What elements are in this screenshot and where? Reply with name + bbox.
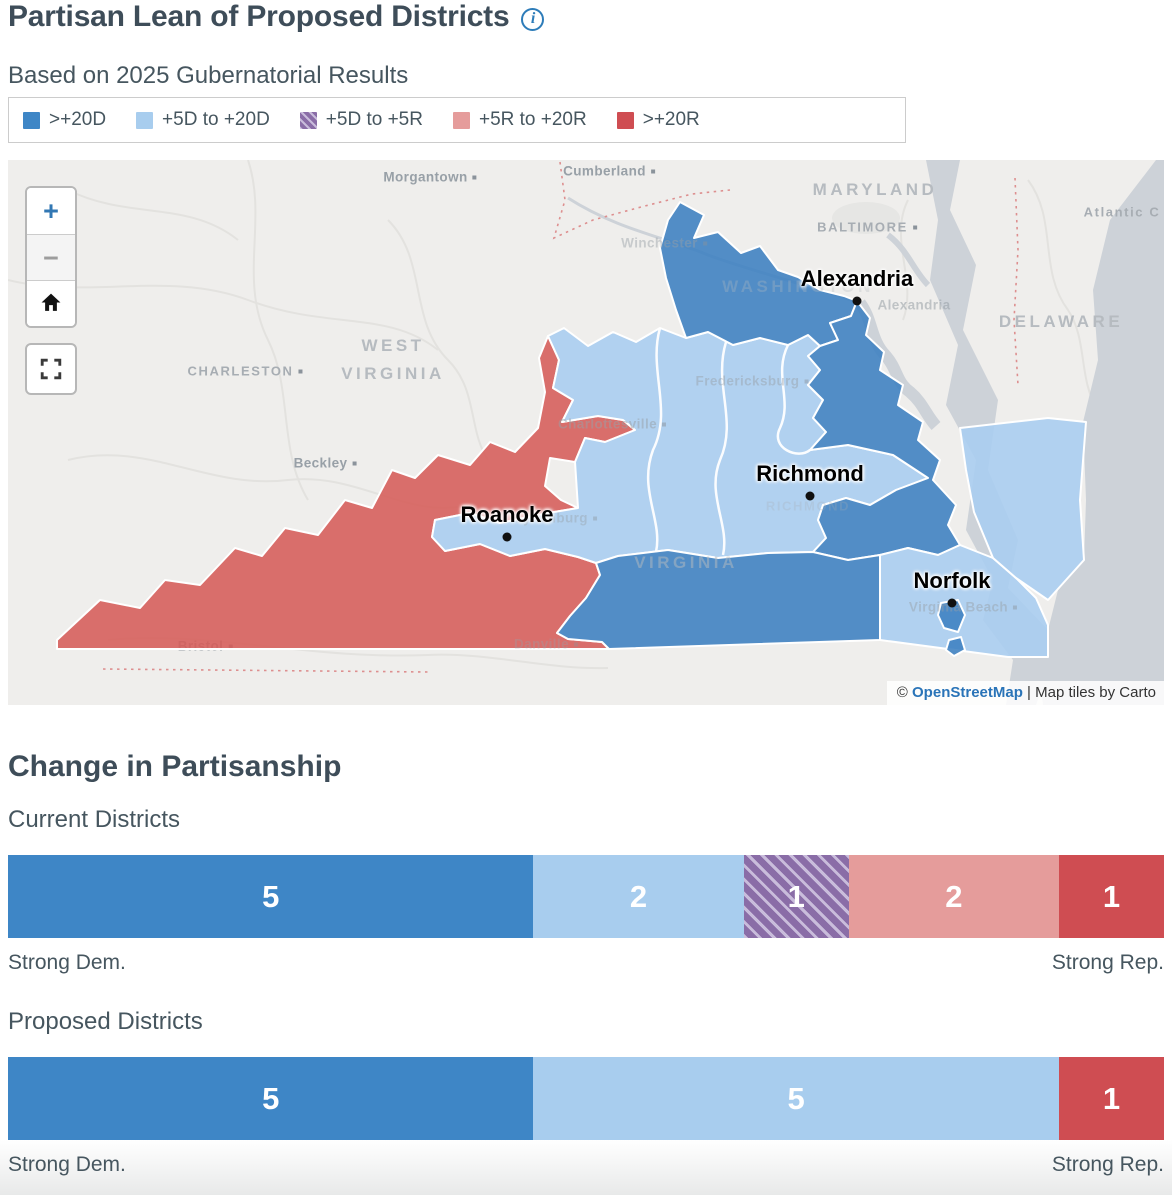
districts-layer — [56, 201, 1087, 658]
district-inner-borders — [646, 327, 811, 556]
water-atlantic — [1038, 160, 1164, 705]
zoom-control: + − — [25, 186, 77, 328]
home-icon — [41, 293, 61, 311]
bar-segment->+20R[interactable]: 1 — [1058, 1057, 1164, 1140]
page-subtitle: Based on 2025 Gubernatorial Results — [8, 62, 409, 89]
footer-gradient — [0, 1140, 1172, 1195]
district-shape-lean-dem-eastern-shore[interactable] — [959, 417, 1087, 601]
district-shape-strong-dem-norfolk-detail[interactable] — [937, 599, 966, 633]
page-title: Partisan Lean of Proposed Districts i — [8, 0, 545, 34]
chart-title: Current Districts — [8, 806, 181, 833]
fullscreen-icon — [40, 358, 62, 380]
bar-segment-+5R to +20R[interactable]: 2 — [848, 855, 1059, 938]
legend-swatch — [136, 111, 154, 129]
chart-title: Proposed Districts — [8, 1008, 203, 1035]
legend-item: +5R to +20R — [452, 109, 587, 131]
legend-swatch — [452, 111, 470, 129]
axis-label-strong-rep: Strong Rep. — [1051, 1153, 1164, 1176]
map[interactable]: Morgantown Cumberland MARYLAND BALTIMORE Atl… — [8, 160, 1164, 705]
legend-label: +5D to +5R — [325, 109, 423, 130]
district-shape-strong-dem-south[interactable] — [556, 549, 881, 650]
legend-swatch — [23, 111, 40, 129]
bar-segment->+20D[interactable]: 5 — [8, 1057, 534, 1140]
attribution-copyright: © — [896, 684, 908, 701]
axis-label-strong-rep: Strong Rep. — [1051, 951, 1164, 974]
legend-swatch — [299, 111, 317, 129]
attribution-tiles: | Map tiles by Carto — [1027, 684, 1156, 701]
legend-item: +5D to +20D — [136, 109, 270, 131]
legend-swatch — [616, 111, 634, 129]
map-attribution: © OpenStreetMap | Map tiles by Carto — [886, 681, 1164, 705]
chart-proposed-districts: Proposed Districts 5 5 1 Strong Dem. Strong R… — [8, 1008, 1164, 1177]
axis-label-strong-dem: Strong Dem. — [8, 1153, 126, 1176]
bar-segment->+20R[interactable]: 1 — [1058, 855, 1165, 938]
legend-label: >+20R — [642, 109, 700, 130]
water-river-md — [886, 232, 931, 288]
bar-segment->+20D[interactable]: 5 — [8, 855, 534, 938]
basemap-urban-baltimore — [832, 202, 900, 234]
legend-label: +5R to +20R — [478, 109, 587, 130]
water-potomac — [855, 299, 941, 431]
legend-item: +5D to +5R — [299, 109, 423, 131]
axis-label-strong-dem: Strong Dem. — [8, 951, 126, 974]
fullscreen-button[interactable] — [25, 343, 77, 395]
legend-item: >+20R — [616, 109, 700, 131]
section-heading: Change in Partisanship — [8, 750, 342, 783]
bar-segment-+5D to +5R[interactable]: 1 — [743, 855, 849, 938]
district-shape-strong-rep-southwest[interactable] — [56, 335, 636, 650]
district-shape-strong-dem-north[interactable] — [659, 201, 858, 347]
district-shape-strong-dem-norfolk-detail2[interactable] — [945, 636, 966, 657]
zoom-in-button[interactable]: + — [27, 188, 75, 234]
legend-item: >+20D — [23, 109, 106, 131]
info-icon[interactable]: i — [521, 7, 545, 31]
axis-labels: Strong Dem. Strong Rep. — [8, 1153, 1164, 1177]
bar-segment-+5D to +20D[interactable]: 2 — [533, 855, 744, 938]
home-button[interactable] — [27, 280, 75, 326]
axis-labels: Strong Dem. Strong Rep. — [8, 951, 1164, 975]
legend: >+20D +5D to +20D +5D to +5R +5R to +20R >+2… — [8, 97, 906, 143]
legend-label: +5D to +20D — [162, 109, 270, 130]
zoom-out-button[interactable]: − — [27, 234, 75, 280]
legend-label: >+20D — [49, 109, 107, 130]
attribution-osm-link[interactable]: OpenStreetMap — [912, 684, 1023, 701]
bar-segment-+5D to +20D[interactable]: 5 — [533, 1057, 1059, 1140]
basemap-state-borders — [102, 161, 1019, 673]
chart-current-districts: Current Districts 5 2 1 2 1 Strong Dem. Strong … — [8, 806, 1165, 975]
